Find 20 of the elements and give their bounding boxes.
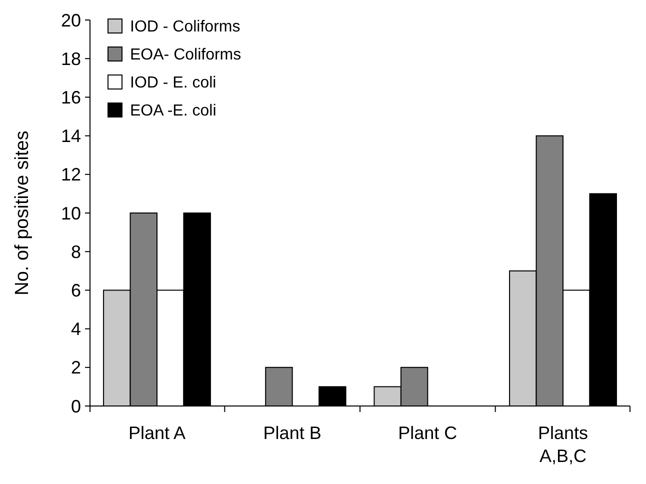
y-tick-label: 14 — [60, 126, 81, 146]
y-tick-label: 8 — [70, 242, 81, 262]
legend-label: EOA -E. coli — [130, 102, 216, 120]
x-tick-label: Plant B — [263, 423, 322, 443]
y-tick-label: 4 — [70, 319, 81, 340]
y-tick-label: 10 — [60, 203, 81, 224]
legend-label: IOD - E. coli — [130, 74, 216, 92]
y-axis-title: No. of positive sites — [12, 130, 33, 296]
x-tick-label: Plant A — [128, 423, 186, 443]
y-tick-label: 20 — [60, 10, 81, 30]
x-tick-label: Plants A,B,C — [538, 423, 588, 466]
legend-label: EOA- Coliforms — [130, 46, 242, 64]
y-tick-label: 0 — [70, 396, 81, 416]
y-tick-label: 2 — [70, 358, 81, 378]
y-tick-label: 12 — [60, 164, 81, 185]
legend-label: IOD - Coliforms — [130, 18, 240, 36]
y-tick-label: 18 — [60, 48, 81, 69]
y-tick-label: 6 — [70, 280, 81, 300]
x-tick-label: Plant C — [398, 423, 458, 443]
y-tick-label: 16 — [60, 88, 81, 108]
